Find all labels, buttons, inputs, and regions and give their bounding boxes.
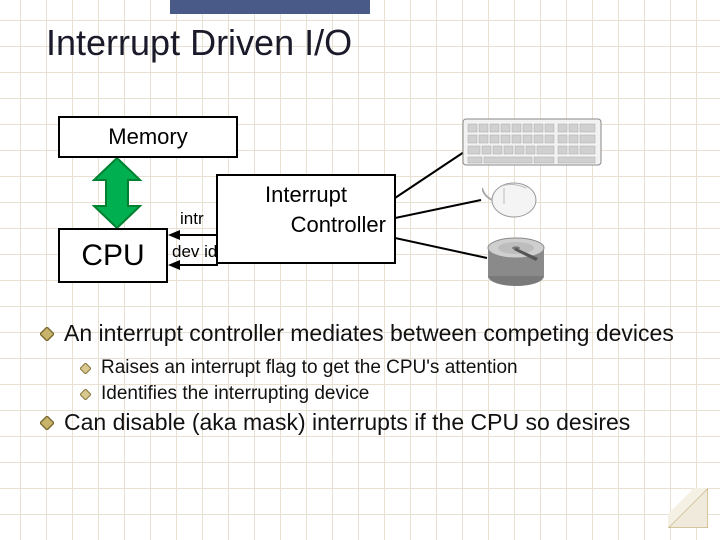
bullet-level2: Raises an interrupt flag to get the CPU'… — [80, 357, 680, 379]
keyboard-icon — [462, 118, 602, 166]
mouse-icon — [482, 178, 542, 222]
bullet-list: An interrupt controller mediates between… — [40, 320, 680, 446]
cpu-box: CPU — [58, 228, 168, 283]
memory-box: Memory — [58, 116, 238, 158]
slide-title: Interrupt Driven I/O — [46, 22, 352, 64]
bullet-level2: Identifies the interrupting device — [80, 383, 680, 405]
page-corner-fold — [668, 488, 708, 528]
bullet-text: Can disable (aka mask) interrupts if the… — [64, 409, 630, 436]
bullet-level1: An interrupt controller mediates between… — [40, 320, 680, 347]
memory-cpu-arrow — [90, 158, 144, 228]
controller-label-line1: Interrupt — [265, 182, 347, 208]
bullet-level1: Can disable (aka mask) interrupts if the… — [40, 409, 680, 436]
controller-label-line2: Controller — [291, 212, 394, 238]
top-accent-bar — [170, 0, 370, 14]
hard-disk-icon — [484, 228, 548, 292]
interrupt-controller-box: Interrupt Controller — [216, 174, 396, 264]
devid-label: dev id — [172, 242, 217, 262]
memory-label: Memory — [108, 124, 187, 150]
bullet-text: An interrupt controller mediates between… — [64, 320, 674, 347]
cpu-label: CPU — [81, 239, 144, 273]
bullet-text: Identifies the interrupting device — [101, 383, 369, 405]
intr-arrow — [168, 228, 218, 242]
bullet-text: Raises an interrupt flag to get the CPU'… — [101, 357, 518, 379]
intr-label: intr — [180, 209, 204, 229]
